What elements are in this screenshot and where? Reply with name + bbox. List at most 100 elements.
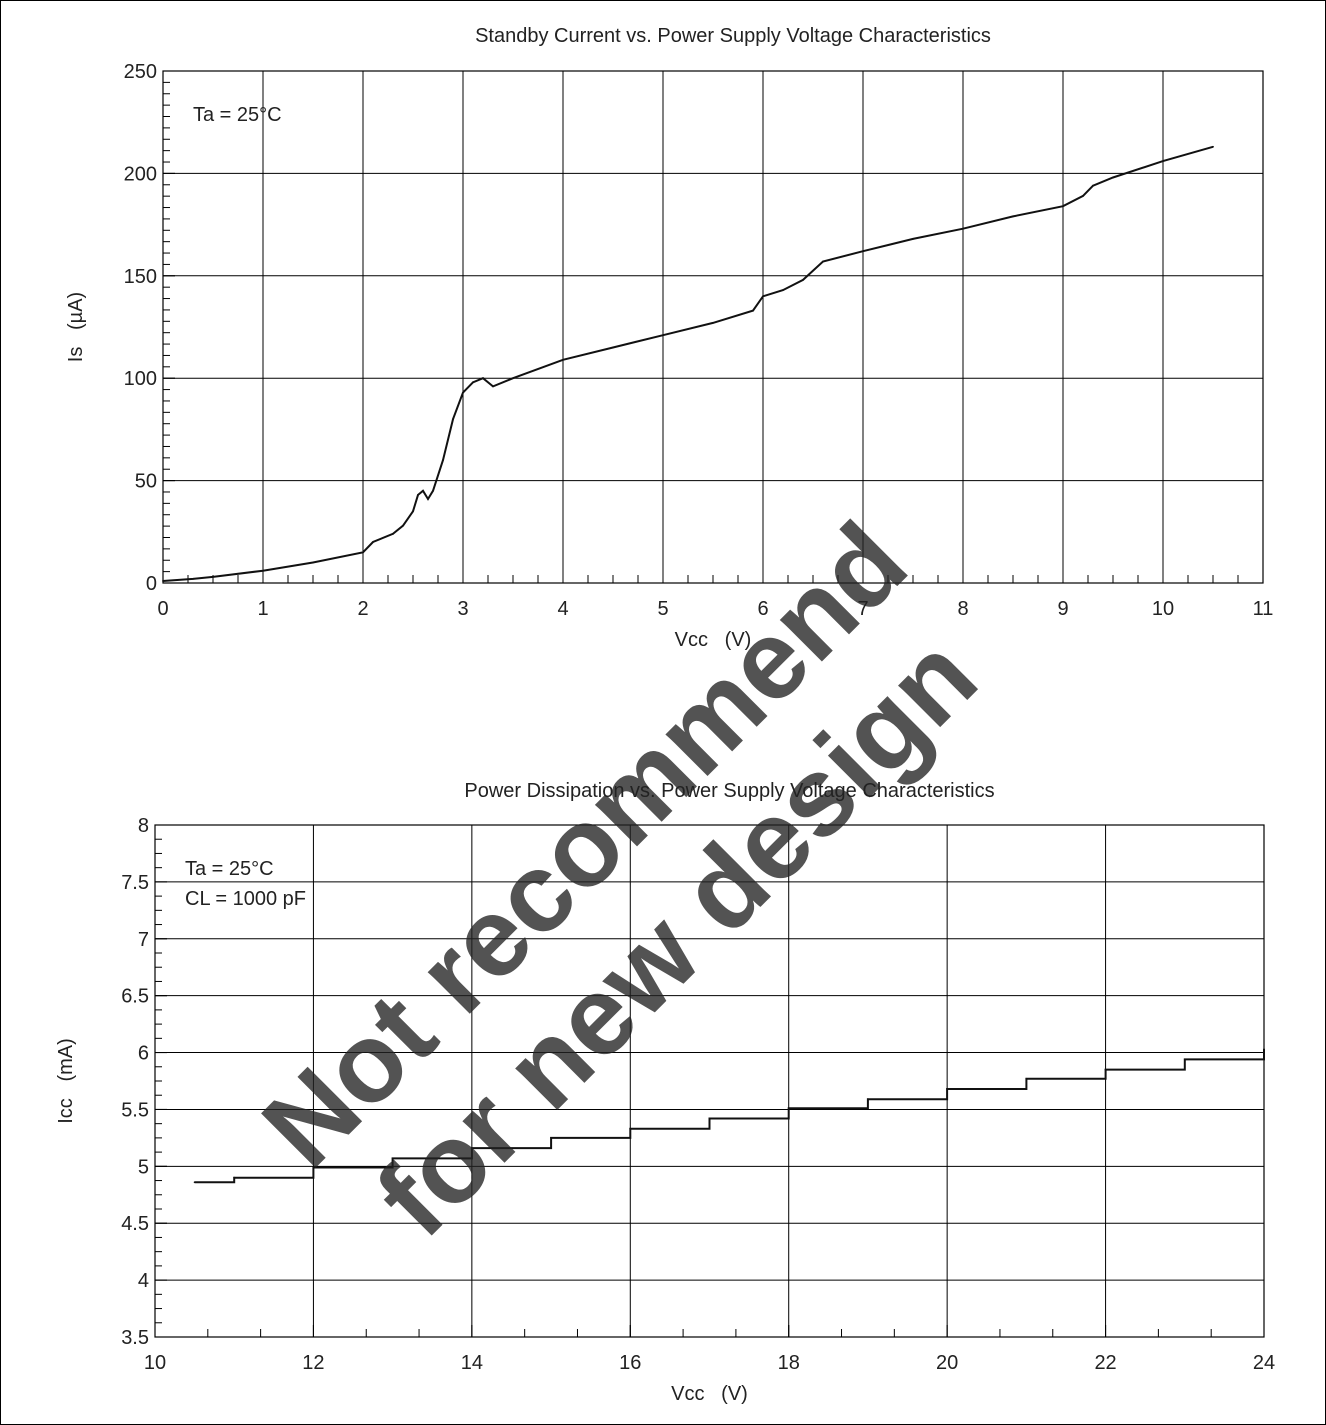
- chart1-data-point: [802, 278, 804, 281]
- chart1-data-point: [482, 377, 484, 380]
- chart2-y-tick-label: 5.5: [121, 1099, 149, 1121]
- chart1-x-tick-label: 5: [657, 598, 668, 620]
- chart2-title: Power Dissipation vs. Power Supply Volta…: [464, 780, 994, 802]
- chart1-data-point: [1062, 205, 1064, 208]
- chart1-data-point: [192, 578, 194, 580]
- chart1-data-point: [662, 334, 664, 337]
- chart1-data-point: [712, 322, 714, 324]
- chart2-x-tick-label: 16: [619, 1352, 641, 1374]
- chart1-y-tick-label: 100: [124, 368, 157, 390]
- chart2-data-point: [787, 1107, 790, 1110]
- chart1-data-point: [962, 227, 964, 230]
- chart1-data-point: [492, 385, 494, 388]
- chart1-data-point: [417, 494, 419, 496]
- chart2-data-point: [1025, 1077, 1028, 1080]
- chart1-data-point: [1212, 145, 1214, 148]
- chart1-x-tick-label: 1: [257, 598, 268, 620]
- chart1-data-point: [392, 532, 394, 535]
- chart2-plot-frame: [154, 824, 1265, 1338]
- chart2-x-axis-label: Vcc (V): [671, 1383, 748, 1405]
- chart2-data-point: [470, 1147, 473, 1150]
- chart2-x-tick-label: 24: [1253, 1352, 1275, 1374]
- chart2-x-tick-label: 14: [461, 1352, 483, 1374]
- chart1-y-tick-label: 150: [124, 266, 157, 288]
- chart1-data-point: [262, 569, 264, 572]
- chart1-data-point: [512, 377, 514, 380]
- chart1-data-point: [452, 418, 454, 421]
- chart1-data-point: [442, 459, 444, 462]
- chart2-data-point: [1183, 1058, 1186, 1061]
- chart1-data-point: [562, 358, 564, 361]
- chart1-data-point: [762, 295, 764, 298]
- chart1-data-point: [472, 381, 474, 384]
- chart2-data-point: [629, 1127, 632, 1130]
- chart1-data-point: [752, 309, 754, 312]
- chart2-series-line: [194, 1049, 1265, 1184]
- chart2-annotation: Ta = 25°C: [185, 858, 274, 880]
- chart1-x-tick-label: 3: [457, 598, 468, 620]
- chart1-data-point: [462, 391, 464, 394]
- chart1-series-line: [162, 145, 1214, 582]
- chart2-y-tick-label: 6: [138, 1043, 149, 1065]
- chart2-data-point: [391, 1157, 394, 1160]
- chart1-data-point: [862, 250, 864, 253]
- chart2-y-tick-label: 7.5: [121, 872, 149, 894]
- chart2-y-tick-label: 8: [138, 815, 149, 837]
- chart2-data-point: [1104, 1068, 1107, 1071]
- chart1-title: Standby Current vs. Power Supply Voltage…: [475, 25, 991, 47]
- chart2-y-tick-label: 3.5: [121, 1327, 149, 1349]
- chart2-x-tick-label: 10: [144, 1352, 166, 1374]
- chart1-x-tick-label: 7: [857, 598, 868, 620]
- chart1-data-point: [1112, 176, 1114, 179]
- chart1-x-tick-label: 2: [357, 598, 368, 620]
- chart1-x-tick-label: 9: [1057, 598, 1068, 620]
- chart2-y-tick-label: 4.5: [121, 1213, 149, 1235]
- chart1-data-point: [612, 346, 614, 349]
- chart2-data-point: [312, 1166, 315, 1169]
- chart1-x-axis-label: Vcc (V): [675, 629, 752, 651]
- chart1-data-point: [1082, 195, 1084, 197]
- chart1-data-point: [212, 575, 214, 578]
- chart1-plot-frame: [162, 70, 1264, 584]
- chart1-y-axis-label: Is (µA): [65, 292, 87, 362]
- chart2-x-tick-label: 12: [302, 1352, 324, 1374]
- chart2-data-point: [708, 1117, 711, 1120]
- chart1-x-tick-label: 6: [757, 598, 768, 620]
- chart1-data-point: [432, 489, 434, 492]
- chart1-data-point: [312, 561, 314, 564]
- chart1-data-point: [162, 580, 164, 582]
- chart2-y-tick-label: 5: [138, 1156, 149, 1178]
- chart1-data-point: [912, 238, 914, 240]
- chart1-data-point: [1012, 215, 1014, 218]
- chart1-data-point: [782, 289, 784, 292]
- chart1-annotation: Ta = 25°C: [193, 104, 282, 126]
- chart1-data-point: [1162, 160, 1164, 163]
- chart2-data-point: [233, 1176, 236, 1179]
- chart2-y-tick-label: 7: [138, 929, 149, 951]
- chart2-annotation: CL = 1000 pF: [185, 888, 306, 910]
- chart1-data-point: [1092, 184, 1094, 187]
- chart1-data-point: [402, 524, 404, 527]
- chart1-data-point: [427, 498, 429, 500]
- chart1-y-tick-label: 200: [124, 163, 157, 185]
- chart2-x-tick-label: 20: [936, 1352, 958, 1374]
- chart1-y-tick-label: 250: [124, 61, 157, 83]
- chart1-data-point: [412, 510, 414, 513]
- chart1-x-tick-label: 8: [957, 598, 968, 620]
- chart2-y-tick-label: 6.5: [121, 986, 149, 1008]
- chart1-x-tick-label: 11: [1253, 598, 1274, 620]
- chart1-data-point: [362, 551, 364, 554]
- chart1-y-tick-label: 50: [135, 471, 157, 493]
- chart1-data-point: [422, 489, 424, 492]
- chart2-data-point: [946, 1088, 949, 1090]
- chart1-x-tick-label: 0: [157, 598, 168, 620]
- chart2-y-axis-label: Icc (mA): [55, 1038, 77, 1124]
- chart2-data-point: [193, 1181, 196, 1184]
- chart1-y-tick-label: 0: [146, 573, 157, 595]
- chart2-y-tick-label: 4: [138, 1270, 149, 1292]
- chart1-x-tick-label: 10: [1152, 598, 1174, 620]
- chart2-data-point: [867, 1098, 869, 1101]
- chart2-x-tick-label: 22: [1094, 1352, 1116, 1374]
- chart2-data-point: [1263, 1048, 1265, 1051]
